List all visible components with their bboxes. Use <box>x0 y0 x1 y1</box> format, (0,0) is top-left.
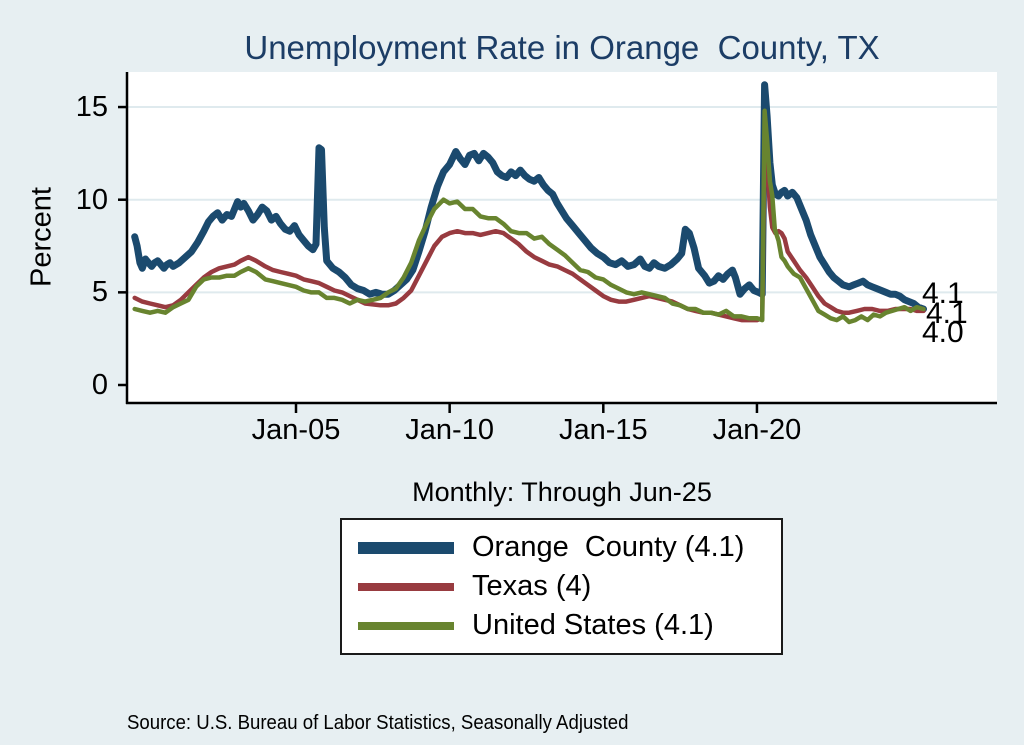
plot-background <box>127 72 997 404</box>
legend: Orange County (4.1) Texas (4) United State… <box>340 518 783 655</box>
y-tick-label: 10 <box>75 183 108 216</box>
series-line-united-states <box>132 108 926 325</box>
gridlines <box>128 106 997 294</box>
legend-label: United States (4.1) <box>472 609 714 641</box>
x-tick-label: Jan-15 <box>558 414 648 446</box>
y-tick-label: 5 <box>91 276 108 309</box>
x-tick-label: Jan-05 <box>251 414 341 446</box>
tick-marks <box>118 105 759 413</box>
chart-subtitle: Monthly: Through Jun-25 <box>412 477 712 507</box>
x-tick-label: Jan-20 <box>712 414 802 446</box>
source-line: Source: U.S. Bureau of Labor Statistics,… <box>127 712 629 734</box>
source-block: Source: U.S. Bureau of Labor Statistics,… <box>127 666 945 745</box>
y-tick-label: 15 <box>75 91 108 124</box>
legend-row-orange-county: Orange County (4.1) <box>358 531 781 564</box>
x-tick-label: Jan-10 <box>405 414 494 446</box>
legend-row-united-states: United States (4.1) <box>358 609 781 642</box>
legend-swatch <box>358 582 454 591</box>
legend-swatch <box>358 621 454 630</box>
series-lines <box>131 81 927 325</box>
series-line-texas <box>132 145 926 323</box>
legend-swatch <box>358 541 454 554</box>
series-end-label: 4.0 <box>922 316 964 349</box>
plot-area <box>118 72 997 413</box>
y-tick-label: 0 <box>91 369 108 401</box>
series-end-label: 4.1 <box>922 277 964 310</box>
series-line-orange-county <box>131 81 927 313</box>
legend-row-texas: Texas (4) <box>358 570 781 603</box>
series-end-label: 4.1 <box>926 297 968 330</box>
legend-label: Texas (4) <box>472 570 592 602</box>
chart-title: Unemployment Rate in Orange County, TX <box>244 29 880 66</box>
legend-label: Orange County (4.1) <box>472 531 745 563</box>
